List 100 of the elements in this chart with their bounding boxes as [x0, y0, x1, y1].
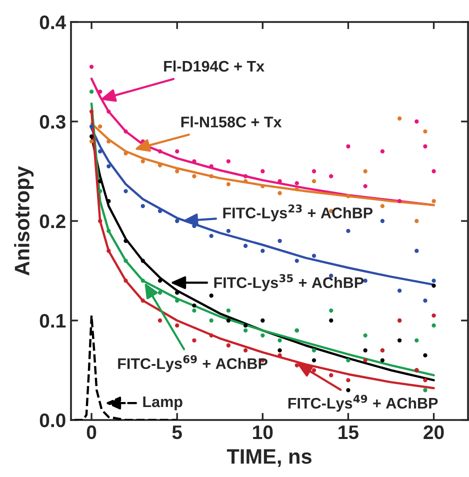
- point: [363, 169, 368, 174]
- point: [380, 149, 385, 154]
- x-tick-label: 5: [172, 426, 182, 440]
- point: [192, 174, 196, 178]
- point: [260, 184, 265, 188]
- point: [98, 90, 102, 94]
- point: [346, 358, 350, 362]
- point: [209, 318, 214, 323]
- y-tick-label: 0.1: [40, 314, 66, 328]
- point: [414, 119, 419, 124]
- point: [312, 254, 316, 258]
- point: [363, 333, 368, 338]
- x-tick-label: 20: [424, 425, 444, 440]
- point: [312, 169, 316, 174]
- x-tick-label: 0: [86, 425, 96, 440]
- point: [380, 204, 385, 208]
- point: [226, 343, 231, 348]
- point: [209, 333, 214, 338]
- point: [423, 298, 428, 303]
- point: [226, 308, 231, 313]
- point: [260, 169, 265, 174]
- point: [243, 328, 248, 333]
- point: [380, 358, 385, 362]
- point: [140, 204, 145, 208]
- point: [423, 129, 428, 134]
- point: [226, 182, 231, 186]
- point: [175, 298, 180, 303]
- annotation: Fl-D194C + Tx: [164, 60, 264, 72]
- point: [175, 323, 180, 328]
- point: [140, 258, 145, 263]
- y-tick-label: 0.0: [40, 413, 66, 428]
- point: [260, 318, 265, 323]
- point: [423, 378, 428, 382]
- point: [380, 218, 385, 224]
- point: [278, 191, 282, 196]
- point: [432, 313, 436, 318]
- point: [423, 388, 428, 392]
- point: [124, 151, 128, 156]
- point: [346, 228, 350, 234]
- point: [106, 228, 111, 234]
- point: [260, 248, 265, 253]
- point: [158, 208, 162, 214]
- line-series: [90, 78, 435, 206]
- point: [89, 109, 94, 114]
- point: [397, 338, 402, 342]
- point: [106, 248, 111, 253]
- point: [397, 116, 402, 121]
- point: [312, 179, 316, 184]
- point: [329, 308, 334, 313]
- point: [158, 318, 162, 323]
- annotation: FITC-Lys$^{69}$ + AChBP: [118, 355, 268, 372]
- point: [294, 187, 299, 192]
- point: [243, 323, 248, 328]
- y-tick-label: 0.3: [40, 114, 66, 129]
- point: [124, 238, 128, 243]
- point: [106, 109, 111, 114]
- y-axis-title: Anisotropy: [14, 166, 34, 276]
- point: [192, 303, 196, 308]
- point: [414, 248, 419, 253]
- point: [346, 388, 350, 392]
- point: [243, 348, 248, 352]
- point: [329, 318, 334, 323]
- point: [294, 181, 299, 186]
- point: [192, 308, 196, 313]
- point: [98, 124, 102, 129]
- point: [432, 284, 436, 288]
- point: [432, 278, 436, 283]
- y-tick-label: 0.2: [40, 214, 66, 228]
- point: [294, 258, 299, 263]
- point: [243, 174, 248, 178]
- point: [226, 228, 231, 234]
- point: [226, 159, 231, 164]
- point: [329, 174, 334, 178]
- point: [209, 234, 214, 238]
- point: [192, 338, 196, 342]
- point: [89, 134, 94, 139]
- point: [278, 238, 282, 243]
- point: [423, 353, 428, 358]
- point: [89, 90, 94, 94]
- point: [329, 373, 334, 378]
- annotation: FITC-Lys$^{49}$ + AChBP: [288, 394, 438, 412]
- point: [397, 288, 402, 293]
- point: [106, 139, 111, 144]
- point: [312, 368, 316, 372]
- point: [175, 290, 180, 295]
- point: [124, 129, 128, 134]
- annotation: FITC-Lys$^{35}$ + AChBP: [214, 274, 364, 292]
- point: [312, 358, 316, 362]
- point: [278, 348, 282, 352]
- point: [432, 199, 436, 204]
- point: [243, 179, 248, 184]
- point: [278, 179, 282, 184]
- point: [89, 139, 94, 144]
- point: [175, 169, 180, 174]
- point: [432, 323, 436, 328]
- point: [312, 348, 316, 352]
- point: [124, 278, 128, 283]
- annotation: FITC-Lys$^{23}$ + AChBP: [223, 204, 373, 222]
- point: [363, 358, 368, 362]
- point: [278, 338, 282, 342]
